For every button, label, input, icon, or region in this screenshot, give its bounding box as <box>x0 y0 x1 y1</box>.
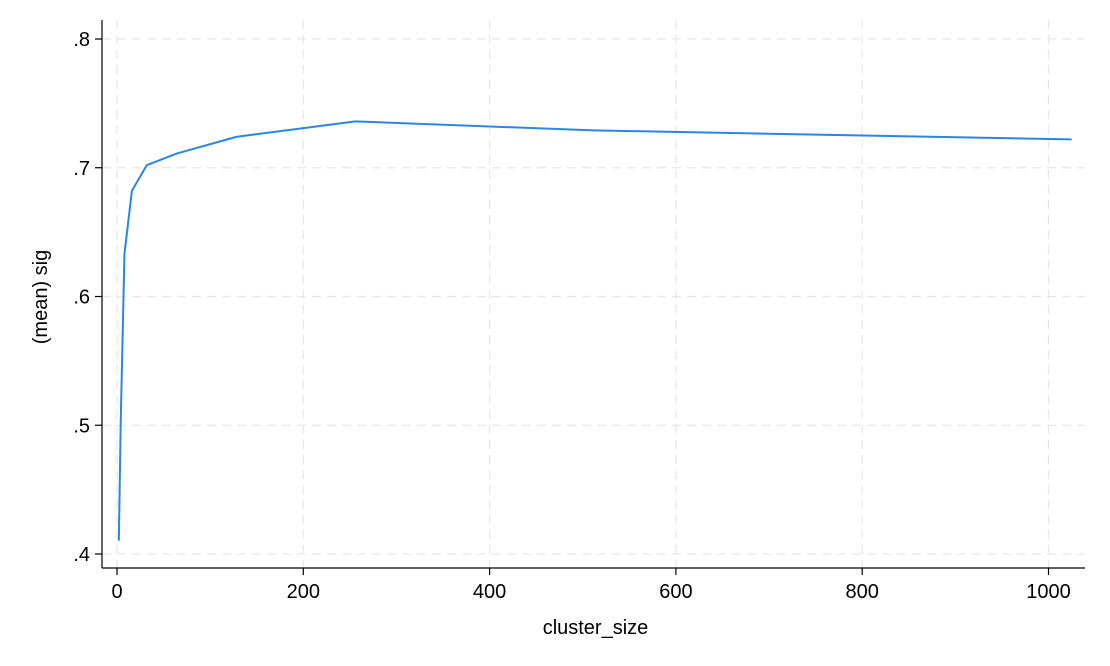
y-axis-title: (mean) sig <box>30 250 52 344</box>
x-axis-title: cluster_size <box>543 617 649 639</box>
x-tick-label: 1000 <box>1026 581 1071 603</box>
x-tick-label: 0 <box>111 581 122 603</box>
ticks: .4 .5 .6 .7 .8 0 200 400 600 800 1000 <box>73 29 1070 603</box>
y-tick-label: .6 <box>73 287 90 309</box>
x-tick-label: 400 <box>473 581 506 603</box>
axes <box>101 20 1085 569</box>
series <box>117 120 1072 541</box>
y-tick-label: .8 <box>73 29 90 51</box>
x-tick-label: 800 <box>846 581 879 603</box>
x-tick-label: 200 <box>287 581 320 603</box>
series-line <box>117 120 1072 541</box>
y-tick-label: .7 <box>73 158 90 180</box>
y-tick-label: .5 <box>73 415 90 437</box>
grid <box>102 20 1085 568</box>
x-tick-label: 600 <box>659 581 692 603</box>
y-tick-label: .4 <box>73 544 90 566</box>
